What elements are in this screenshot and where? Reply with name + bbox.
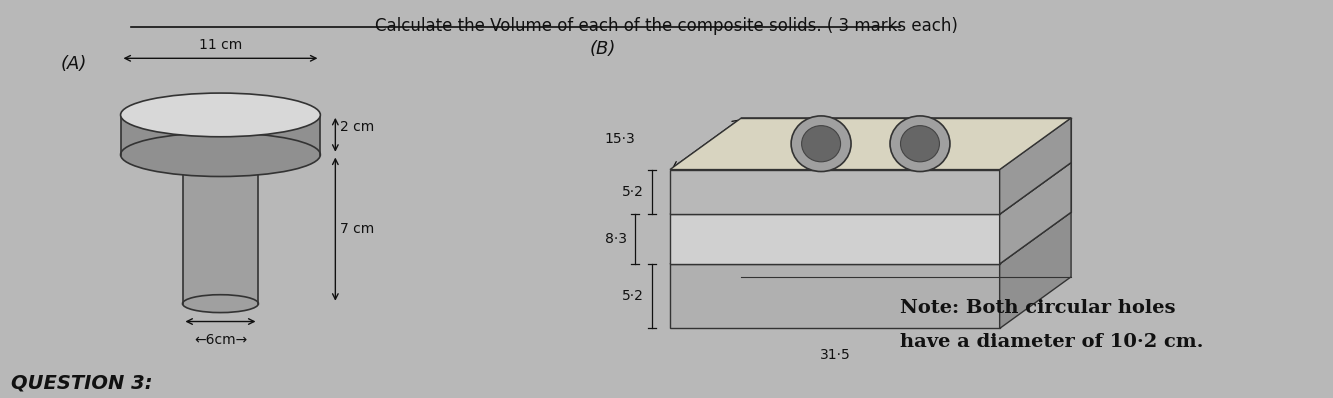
Polygon shape: [1000, 118, 1072, 214]
Text: 8·3: 8·3: [605, 232, 627, 246]
Text: (A): (A): [60, 55, 87, 73]
Text: 15·3: 15·3: [604, 132, 635, 146]
Ellipse shape: [901, 126, 940, 162]
Ellipse shape: [790, 116, 850, 172]
Ellipse shape: [120, 93, 320, 137]
Text: 5·2: 5·2: [623, 289, 644, 303]
Ellipse shape: [183, 146, 259, 164]
Polygon shape: [1000, 212, 1072, 328]
Polygon shape: [670, 212, 1072, 264]
Polygon shape: [670, 118, 1072, 170]
Polygon shape: [670, 214, 1000, 264]
Text: 7 cm: 7 cm: [340, 222, 375, 236]
Text: 31·5: 31·5: [820, 348, 850, 362]
Ellipse shape: [801, 126, 841, 162]
Text: ←6cm→: ←6cm→: [193, 334, 247, 347]
Ellipse shape: [120, 133, 320, 176]
Text: 11 cm: 11 cm: [199, 38, 243, 53]
Text: Calculate the Volume of each of the composite solids. ( 3 marks each): Calculate the Volume of each of the comp…: [375, 17, 957, 35]
Polygon shape: [670, 163, 1072, 214]
Ellipse shape: [183, 295, 259, 312]
Polygon shape: [120, 115, 320, 155]
Text: have a diameter of 10·2 cm.: have a diameter of 10·2 cm.: [900, 334, 1204, 351]
Ellipse shape: [890, 116, 950, 172]
Text: (B): (B): [591, 41, 616, 59]
Text: 5·2: 5·2: [623, 185, 644, 199]
Text: Note: Both circular holes: Note: Both circular holes: [900, 298, 1176, 317]
Polygon shape: [670, 264, 1000, 328]
Text: 2 cm: 2 cm: [340, 120, 375, 134]
Polygon shape: [183, 155, 259, 304]
Polygon shape: [670, 170, 1000, 214]
Text: QUESTION 3:: QUESTION 3:: [11, 373, 152, 392]
Polygon shape: [1000, 163, 1072, 264]
